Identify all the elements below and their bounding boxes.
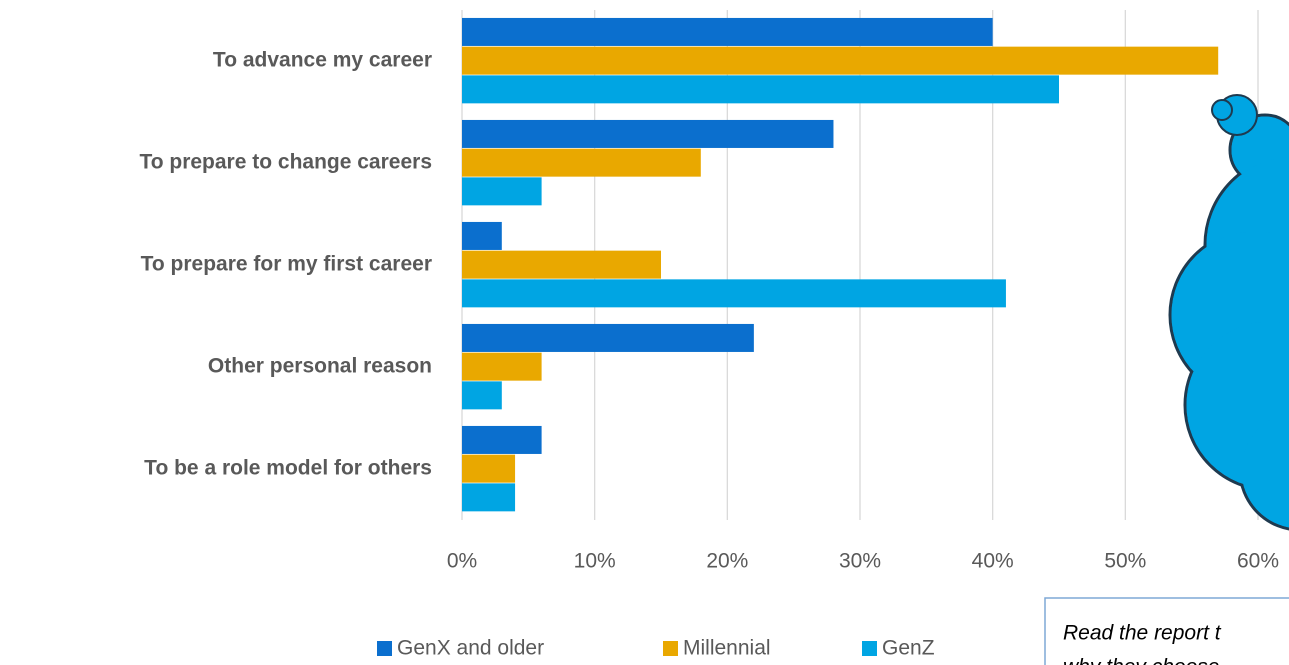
plot: 0% 10% 20% 30% 40% 50% 60% To advance my career… xyxy=(139,10,1279,660)
y-tick-label: To be a role model for others xyxy=(144,457,432,480)
legend-item: Millennial xyxy=(663,637,771,660)
legend-swatch xyxy=(377,641,392,656)
legend-label: GenZ xyxy=(882,637,935,660)
x-tick-label: 30% xyxy=(839,550,881,573)
legend-item: GenX and older xyxy=(377,637,544,660)
bar xyxy=(462,425,542,454)
y-tick-label: To advance my career xyxy=(213,49,432,72)
bar xyxy=(462,75,1059,104)
bar xyxy=(462,46,1219,75)
legend-swatch xyxy=(862,641,877,656)
bar xyxy=(462,250,661,279)
legend-label: GenX and older xyxy=(397,637,544,660)
bar xyxy=(462,483,516,512)
bar xyxy=(462,381,502,410)
note-text: why they choose xyxy=(1063,656,1219,665)
bar xyxy=(462,454,516,483)
y-tick-label: To prepare to change careers xyxy=(139,151,432,174)
y-tick-label: To prepare for my first career xyxy=(141,253,432,276)
bar xyxy=(462,17,993,46)
x-tick-label: 50% xyxy=(1104,550,1146,573)
note-text: Read the report t xyxy=(1063,622,1222,645)
x-tick-label: 0% xyxy=(447,550,477,573)
legend-item: GenZ xyxy=(862,637,935,660)
bar xyxy=(462,352,542,381)
y-tick-label: Other personal reason xyxy=(208,355,432,378)
legend-swatch xyxy=(663,641,678,656)
x-tick-label: 60% xyxy=(1237,550,1279,573)
note-box xyxy=(1044,597,1289,665)
bar xyxy=(462,177,542,206)
legend-label: Millennial xyxy=(683,637,771,660)
x-tick-label: 40% xyxy=(972,550,1014,573)
cloud-decoration xyxy=(1168,94,1289,531)
bar xyxy=(462,279,1006,308)
bar xyxy=(462,221,502,250)
bar xyxy=(462,323,754,352)
bar xyxy=(462,119,834,148)
x-tick-label: 20% xyxy=(706,550,748,573)
x-tick-label: 10% xyxy=(574,550,616,573)
bar xyxy=(462,148,701,177)
